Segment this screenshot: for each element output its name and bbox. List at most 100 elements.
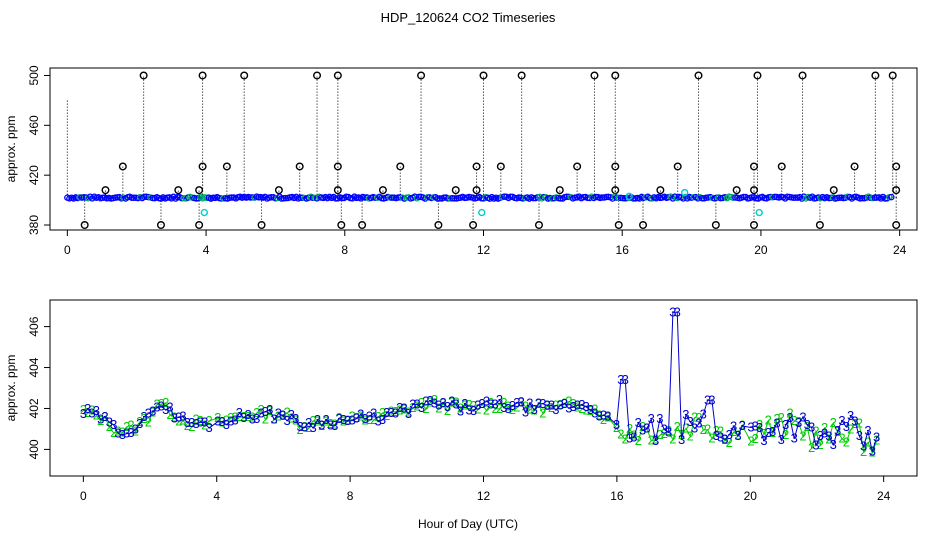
bottom-series-2-marker: 2 [205,413,212,428]
bottom-series-3-marker: 3 [518,394,525,409]
bottom-x-tick-label: 16 [610,489,624,503]
bottom-series-3-marker: 3 [383,405,390,420]
bottom-series-3-marker: 3 [773,415,780,430]
bottom-series-2-marker: 2 [457,400,464,415]
bottom-series-2-marker: 2 [617,426,624,441]
bottom-series-2-marker: 2 [244,409,251,424]
bottom-series-3-marker: 3 [257,405,264,420]
bottom-series-2-marker: 2 [864,434,871,449]
bottom-series-3-marker: 3 [847,408,854,423]
top-baseline-point [440,194,448,201]
top-y-tick-label: 420 [27,165,41,185]
bottom-series-2-marker: 2 [704,422,711,437]
bottom-series-2-marker: 2 [231,410,238,425]
bottom-ylabel: approx. ppm [4,355,18,422]
bottom-series-2-marker: 2 [656,427,663,442]
bottom-series-2-marker: 2 [799,428,806,443]
bottom-series-3-marker: 3 [652,433,659,448]
bottom-series-2-marker: 2 [626,421,633,436]
top-outlier-point [732,186,741,195]
bottom-series-2-marker: 2 [812,423,819,438]
bottom-series-2-marker: 2 [856,416,863,431]
top-outlier-point [333,162,342,171]
top-baseline-point [451,195,458,202]
bottom-x-tick-label: 0 [80,489,87,503]
bottom-series-3-marker: 3 [661,422,668,437]
top-outlier-point [892,221,901,230]
top-outlier-point [257,221,266,230]
bottom-series-2-marker: 2 [192,412,199,427]
bottom-series-2-marker: 2 [752,431,759,446]
bottom-series-3-marker: 3 [474,398,481,413]
top-outlier-point [472,162,481,171]
bottom-series-2-marker: 2 [301,419,308,434]
bottom-series-3-marker: 3 [539,396,546,411]
bottom-series-3-marker: 3 [418,400,425,415]
bottom-series-2-marker: 2 [153,397,160,412]
bottom-series-2-marker: 2 [513,400,520,415]
bottom-series-2-marker: 2 [821,420,828,435]
top-cyan-point [200,208,209,217]
bottom-series-3-marker: 3 [687,414,694,429]
top-x-tick-label: 24 [893,243,907,257]
bottom-series-2-marker: 2 [145,414,152,429]
bottom-series-2-marker: 2 [765,413,772,428]
bottom-series-3-marker: 3 [765,425,772,440]
bottom-series-3-marker: 3 [531,402,538,417]
bottom-series-3-marker: 3 [166,399,173,414]
bottom-series-2-marker: 2 [166,407,173,422]
top-outlier-point [240,71,249,80]
bottom-series-2-marker: 2 [791,413,798,428]
bottom-series-2-marker: 2 [435,401,442,416]
bottom-series-3-marker: 3 [171,411,178,426]
bottom-series-3-marker: 3 [760,433,767,448]
bottom-series-3-marker: 3 [427,393,434,408]
bottom-series-3-marker: 3 [249,412,256,427]
bottom-series-3-marker: 3 [574,397,581,412]
bottom-series-2-marker: 2 [106,419,113,434]
bottom-series-3-marker: 3 [370,405,377,420]
bottom-series-2-marker: 2 [795,414,802,429]
bottom-series-3-marker: 3 [587,402,594,417]
bottom-series-2-marker: 2 [353,410,360,425]
bottom-series-3-marker: 3 [778,432,785,447]
top-outlier-point [496,162,505,171]
bottom-series-3-marker: 3 [791,431,798,446]
top-outlier-point [274,186,283,195]
bottom-series-3-marker: 3 [860,438,867,453]
bottom-series-2-marker: 2 [739,418,746,433]
bottom-series-3-marker: 3 [136,416,143,431]
top-outlier-point [479,71,488,80]
top-baseline-point [530,194,537,202]
top-baseline-point [388,194,396,201]
top-outlier-point [750,162,759,171]
bottom-series-2-marker: 2 [162,395,169,410]
top-baseline-point [501,193,508,200]
bottom-series-2-marker: 2 [201,417,208,432]
top-baseline-point [858,194,866,202]
bottom-series-3-marker: 3 [561,396,568,411]
bottom-series-3-marker: 3 [782,417,789,432]
top-cyan-point [755,208,763,217]
bottom-series-2-marker: 2 [132,424,139,439]
top-baseline-point [792,194,799,201]
bottom-series-3-marker: 3 [110,417,117,432]
bottom-series-3-marker: 3 [808,420,815,435]
top-baseline-point [174,193,181,201]
bottom-series-3-marker: 3 [786,410,793,425]
bottom-y-tick-label: 404 [27,357,41,377]
bottom-series-2-marker: 2 [236,409,243,424]
bottom-series-3-marker: 3 [691,421,698,436]
bottom-series-3-marker: 3 [730,418,737,433]
bottom-series-2-marker: 2 [344,412,351,427]
bottom-series-2-marker: 2 [639,419,646,434]
top-panel: approx. ppm 0 4 8 12 16 20 24 380 420 460 500 [4,65,918,257]
bottom-series-2-marker: 2 [392,404,399,419]
bottom-series-3-marker: 3 [604,409,611,424]
bottom-series-2-marker: 2 [179,413,186,428]
bottom-series-3-marker: 3 [665,424,672,439]
bottom-series-3-marker: 3 [843,419,850,434]
top-outlier-point [639,221,648,230]
top-outlier-point [396,162,405,171]
